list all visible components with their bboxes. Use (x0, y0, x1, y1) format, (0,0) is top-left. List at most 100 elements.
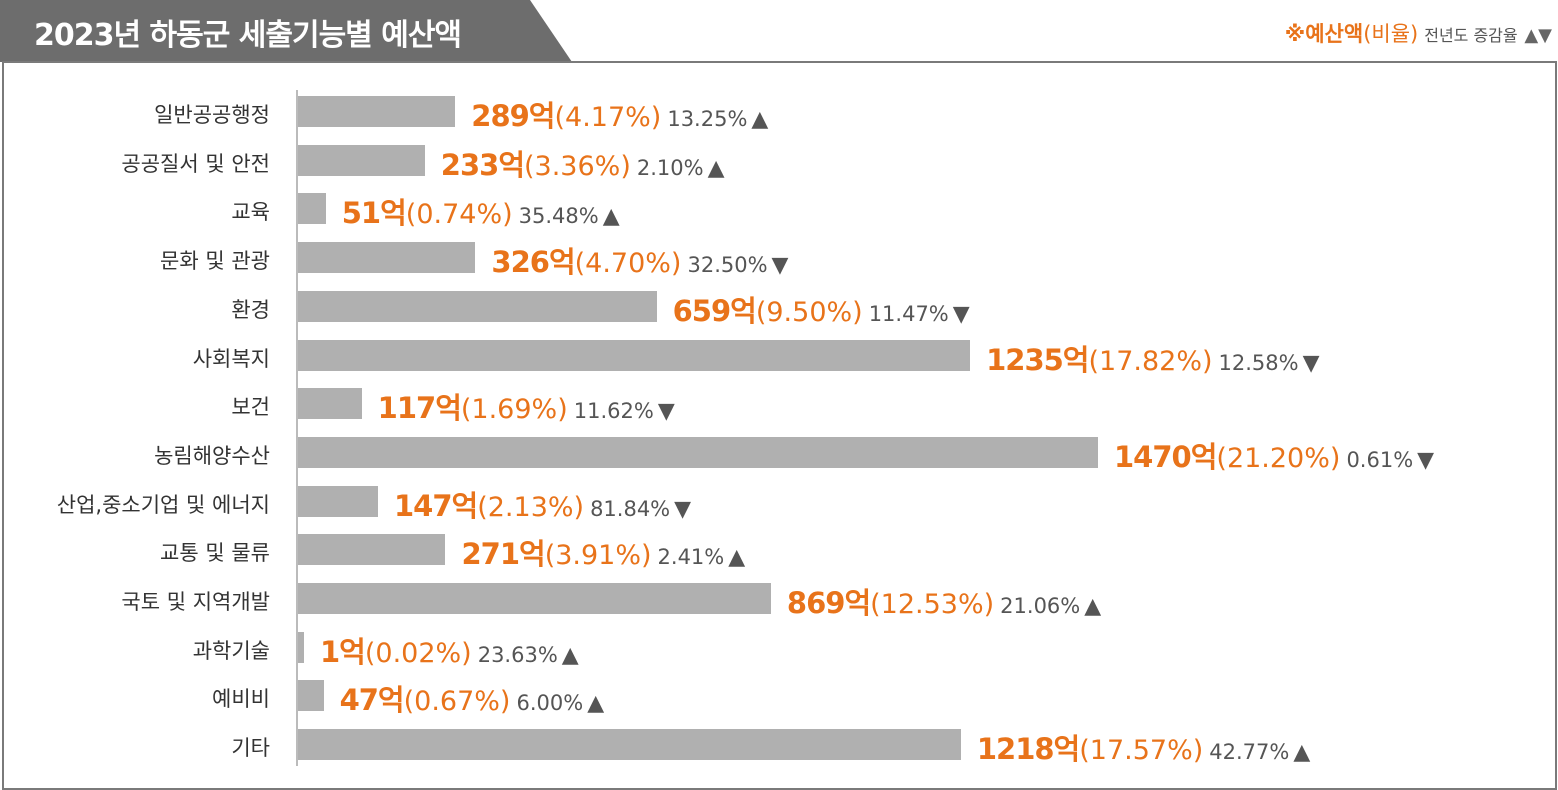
value-label: 1218억 (976, 732, 1080, 767)
value-label: 1억 (320, 634, 366, 669)
value-label: 47억 (339, 683, 405, 718)
bar-row: 일반공공행정 289억(4.17%) 13.25% ▲ (0, 95, 1558, 133)
bar (298, 290, 657, 322)
title-banner (0, 0, 572, 62)
bar-row: 교통 및 물류 271억(3.91%) 2.41% ▲ (0, 533, 1558, 571)
triangle-up-icon: ▲ (751, 107, 769, 132)
category-label: 문화 및 관광 (160, 249, 270, 274)
category-label: 교육 (231, 200, 270, 225)
category-label: 보건 (231, 395, 270, 420)
bar-row: 과학기술 1억(0.02%) 23.63% ▲ (0, 631, 1558, 669)
bar (298, 680, 324, 712)
ratio-label: (0.67%) (403, 686, 511, 718)
change-label: 2.41% (657, 545, 725, 570)
ratio-label: (21.20%) (1216, 442, 1341, 474)
bar-row: 교육 51억(0.74%) 35.48% ▲ (0, 192, 1558, 230)
value-label: 289억 (471, 99, 555, 133)
triangle-down-icon: ▼ (657, 399, 675, 425)
data-label: 289억(4.17%) 13.25% ▲ (471, 93, 768, 135)
ratio-label: (4.70%) (574, 248, 682, 280)
data-label: 1470억(21.20%) 0.61% ▼ (1114, 434, 1434, 476)
triangle-down-icon: ▼ (771, 253, 789, 279)
bar-row: 기타 1218억(17.57%) 42.77% ▲ (0, 728, 1558, 766)
change-label: 23.63% (477, 642, 558, 667)
value-label: 117억 (377, 391, 462, 426)
data-label: 271억(3.91%) 2.41% ▲ (461, 531, 745, 573)
legend-ratio: (비율) (1363, 22, 1419, 46)
value-label: 869억 (786, 586, 871, 620)
ratio-label: (12.53%) (870, 589, 995, 620)
bar-row: 문화 및 관광 326억(4.70%) 32.50% ▼ (0, 241, 1558, 279)
bar-row: 농림해양수산 1470억(21.20%) 0.61% ▼ (0, 436, 1558, 474)
bar (298, 144, 425, 176)
change-label: 12.58% (1218, 350, 1299, 375)
data-label: 233억(3.36%) 2.10% ▲ (441, 142, 725, 184)
bar (298, 388, 362, 420)
bar (298, 339, 971, 371)
value-label: 147억 (394, 488, 478, 523)
change-label: 21.06% (1000, 594, 1081, 618)
value-label: 326억 (491, 245, 575, 280)
ratio-label: (4.17%) (554, 102, 662, 133)
bar-row: 예비비 47억(0.67%) 6.00% ▲ (0, 679, 1558, 717)
triangle-down-icon: ▼ (674, 496, 692, 522)
category-label: 공공질서 및 안전 (121, 151, 270, 176)
legend-arrows-icon: ▲▼ (1524, 25, 1552, 46)
bar-row: 공공질서 및 안전 233억(3.36%) 2.10% ▲ (0, 144, 1558, 182)
category-label: 기타 (231, 736, 270, 761)
triangle-up-icon: ▲ (561, 642, 579, 668)
bar (298, 193, 326, 225)
change-label: 81.84% (590, 496, 671, 521)
legend: ※예산액(비율) 전년도 증감율 ▲▼ (1285, 18, 1552, 48)
data-label: 1235억(17.82%) 12.58% ▼ (986, 337, 1319, 379)
bar-row: 국토 및 지역개발 869억(12.53%) 21.06% ▲ (0, 582, 1558, 620)
change-label: 13.25% (667, 107, 748, 131)
legend-change: 전년도 증감율 (1424, 26, 1518, 45)
value-label: 1235억 (986, 342, 1089, 377)
category-label: 과학기술 (192, 638, 270, 663)
data-label: 117억(1.69%) 11.62% ▼ (378, 385, 675, 427)
triangle-up-icon: ▲ (587, 691, 605, 717)
ratio-label: (3.36%) (524, 150, 631, 182)
category-label: 국토 및 지역개발 (121, 590, 270, 614)
data-label: 1억(0.02%) 23.63% ▲ (320, 629, 579, 671)
category-label: 사회복지 (192, 346, 270, 371)
ratio-label: (0.02%) (364, 637, 472, 669)
triangle-down-icon: ▼ (1417, 447, 1435, 473)
value-label: 1470억 (1114, 439, 1217, 474)
bar (298, 436, 1098, 468)
bar-row: 사회복지 1235억(17.82%) 12.58% ▼ (0, 339, 1558, 377)
bar (298, 242, 476, 274)
data-label: 147억(2.13%) 81.84% ▼ (394, 483, 691, 525)
value-label: 271억 (461, 537, 545, 572)
bar (298, 729, 961, 761)
value-label: 51억 (341, 196, 407, 231)
triangle-up-icon: ▲ (707, 155, 725, 181)
category-label: 환경 (231, 297, 270, 322)
change-label: 35.48% (518, 204, 599, 229)
change-label: 32.50% (687, 253, 768, 278)
triangle-up-icon: ▲ (1293, 740, 1311, 766)
triangle-up-icon: ▲ (602, 204, 620, 230)
change-label: 11.62% (573, 399, 654, 424)
legend-amount: ※예산액 (1284, 22, 1364, 46)
triangle-down-icon: ▼ (952, 301, 970, 327)
triangle-down-icon: ▼ (1302, 350, 1320, 376)
bar-row: 환경 659억(9.50%) 11.47% ▼ (0, 290, 1558, 328)
data-label: 47억(0.67%) 6.00% ▲ (340, 677, 605, 719)
ratio-label: (17.57%) (1079, 735, 1204, 767)
bar (298, 631, 304, 663)
bar-row: 보건 117억(1.69%) 11.62% ▼ (0, 387, 1558, 425)
change-label: 2.10% (636, 155, 704, 180)
bar-row: 산업,중소기업 및 에너지 147억(2.13%) 81.84% ▼ (0, 485, 1558, 523)
chart-title: 2023년 하동군 세출기능별 예산액 (34, 18, 462, 53)
data-label: 869억(12.53%) 21.06% ▲ (787, 580, 1101, 622)
data-label: 51억(0.74%) 35.48% ▲ (342, 190, 620, 232)
change-label: 42.77% (1209, 740, 1290, 765)
category-label: 교통 및 물류 (160, 541, 270, 566)
bar (298, 583, 771, 614)
value-label: 233억 (440, 147, 525, 182)
bar (298, 534, 446, 566)
ratio-label: (3.91%) (544, 540, 652, 572)
bar (298, 485, 378, 517)
